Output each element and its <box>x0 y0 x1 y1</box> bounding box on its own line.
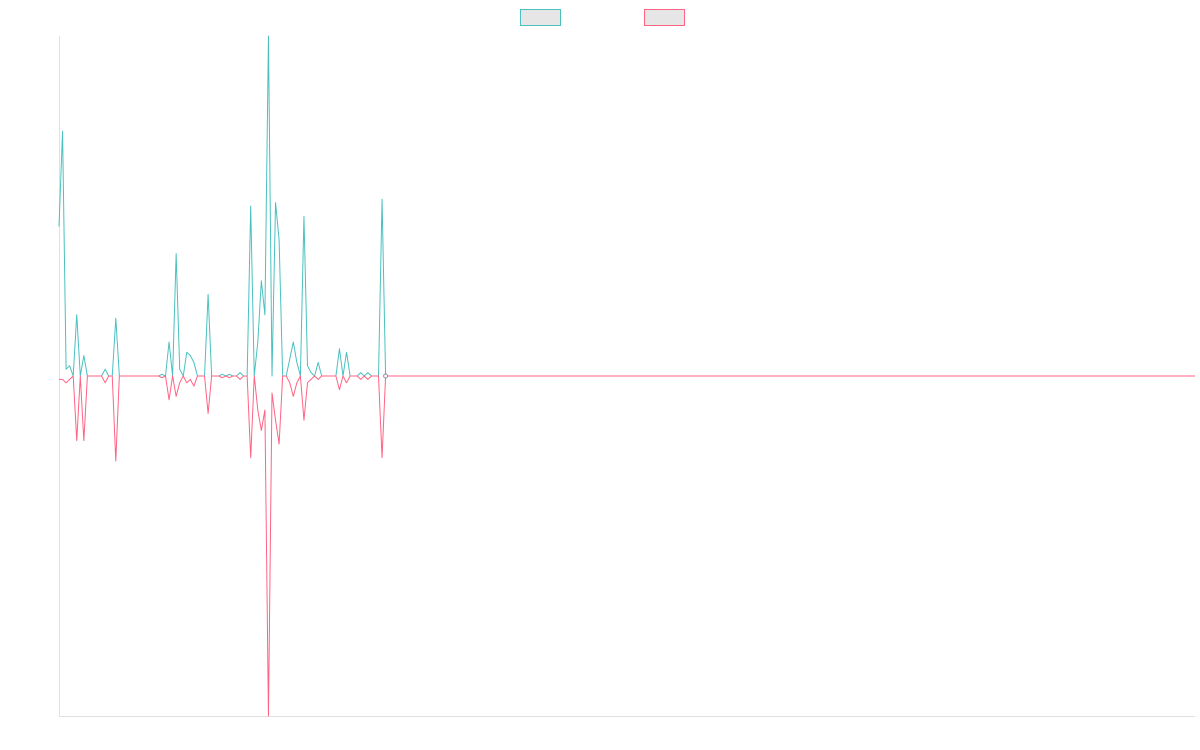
series-line-1 <box>58 35 1195 377</box>
plot-area <box>58 35 1195 717</box>
chart-legend[interactable] <box>520 9 685 26</box>
legend-item-2[interactable] <box>644 9 685 26</box>
legend-swatch[interactable] <box>520 9 561 26</box>
series-line-2 <box>59 375 1195 717</box>
data-point-marker <box>383 373 389 379</box>
chart-axes <box>59 36 1195 717</box>
legend-item-1[interactable] <box>520 9 561 26</box>
legend-swatch[interactable] <box>644 9 685 26</box>
